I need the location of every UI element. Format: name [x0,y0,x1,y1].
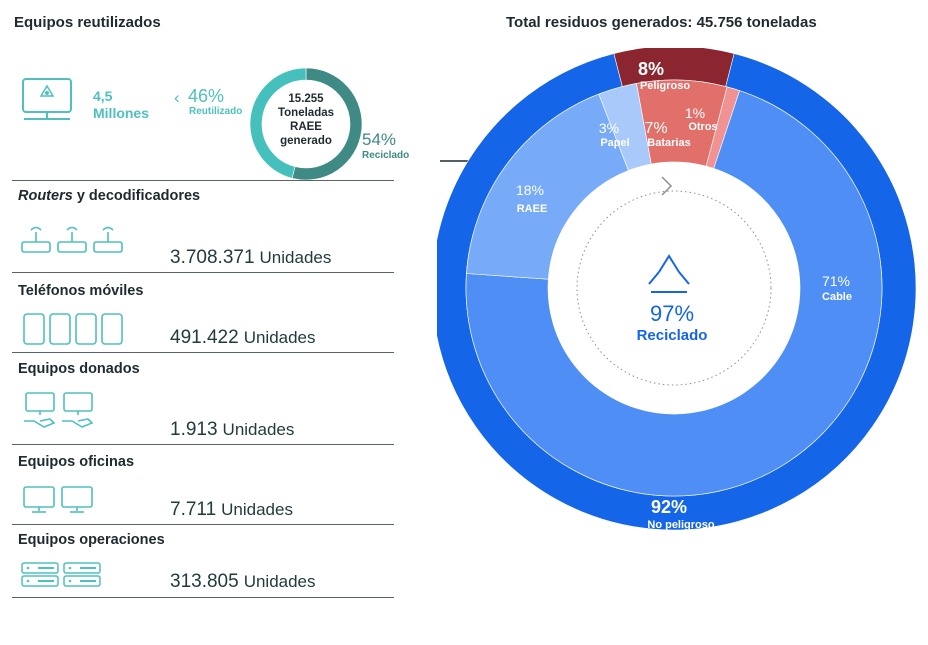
divider [12,444,394,445]
row-title-operations: Equipos operaciones [18,532,165,548]
row-title-rest: Equipos operaciones [18,532,165,548]
row-title-routers: Routers y decodificadores [18,188,200,204]
reused-amount-unit: Millones [93,105,150,121]
donut-center-line4: generado [280,135,332,147]
small-donut-slice-reutilizado [249,67,307,179]
row-value-unit: Unidades [259,248,332,267]
row-value-number: 1.913 [170,419,218,440]
label-papel-value: 3% [599,120,619,136]
waste-donut-chart: 97% Reciclado 8%Peligroso 92% No peligroso… [437,48,917,531]
donut-center-line2: Toneladas [278,107,334,119]
router-icon [21,226,123,253]
row-value-unit: Unidades [243,328,316,347]
inner-slice-cable [465,90,883,497]
small-donut-chart: 15.255 Toneladas RAEE generado [249,67,363,181]
inner-slice-papel [598,83,652,171]
recycle-icon [648,254,690,293]
row-title-rest: Equipos oficinas [18,454,135,470]
row-value-unit: Unidades [243,572,316,591]
mobile-phone-icon [23,313,123,345]
chart-title: Total residuos generados: 45.756 tonelad… [506,14,817,31]
office-monitor-icon [23,486,93,513]
label-baterias-value: 7% [644,120,667,137]
label-otros-value: 1% [685,105,705,121]
row-value-number: 313.805 [170,571,239,592]
chevron-right-icon [661,176,673,196]
label-no-peligroso-name: No peligroso [647,519,715,531]
label-raee-value: 18% [516,182,544,198]
center-label: Reciclado [637,327,708,344]
reciclado-label: Reciclado [362,150,410,161]
arrow-left-icon: ‹ [174,88,180,107]
section-title-reused: Equipos reutilizados [14,14,161,31]
label-otros-name: Otros [688,121,717,133]
center-dotted-circle [576,190,772,386]
row-title-rest: Teléfonos móviles [18,283,144,299]
label-raee-name: RAEE [517,203,548,215]
label-no-peligroso-value: 92% [651,497,687,517]
donated-computer-icon [24,392,94,428]
divider [12,352,394,353]
divider [12,524,394,525]
recycle-monitor-icon [22,78,72,120]
server-rack-icon [21,562,101,587]
row-value-office: 7.711 Unidades [170,499,293,521]
row-value-donated: 1.913 Unidades [170,419,294,441]
row-title-donated: Equipos donados [18,361,140,377]
row-value-number: 7.711 [170,499,217,520]
reused-amount: 4,5 [93,88,113,104]
reciclado-pct: 54% [362,130,397,149]
row-value-phones: 491.422 Unidades [170,327,316,349]
divider [12,597,394,598]
row-value-number: 3.708.371 [170,247,255,268]
reutilizado-pct: 46% [188,86,225,106]
label-baterias-name: Batarias [647,137,690,149]
row-title-office: Equipos oficinas [18,454,134,470]
divider [12,272,394,273]
label-peligroso-value: 8% [638,59,664,79]
row-title-italic: Routers [18,188,73,204]
label-cable-name: Cable [822,291,852,303]
donut-center-line1: 15.255 [288,93,324,105]
row-value-unit: Unidades [221,500,293,519]
reutilizado-label: Reutilizado [189,106,243,117]
donut-center-line3: RAEE [290,121,322,133]
center-value: 97% [650,301,694,326]
row-title-rest: Equipos donados [18,361,140,377]
label-cable-value: 71% [822,273,850,289]
row-value-unit: Unidades [222,420,295,439]
divider [12,180,394,181]
label-peligroso-name: Peligroso [640,80,690,92]
row-title-rest: y decodificadores [72,188,201,204]
reused-amount-block: 4,5 Millones [93,88,149,122]
row-value-routers: 3.708.371 Unidades [170,247,331,269]
row-value-operations: 313.805 Unidades [170,571,316,593]
row-title-phones: Teléfonos móviles [18,283,143,299]
label-papel-name: Papel [600,137,629,149]
row-value-number: 491.422 [170,327,239,348]
